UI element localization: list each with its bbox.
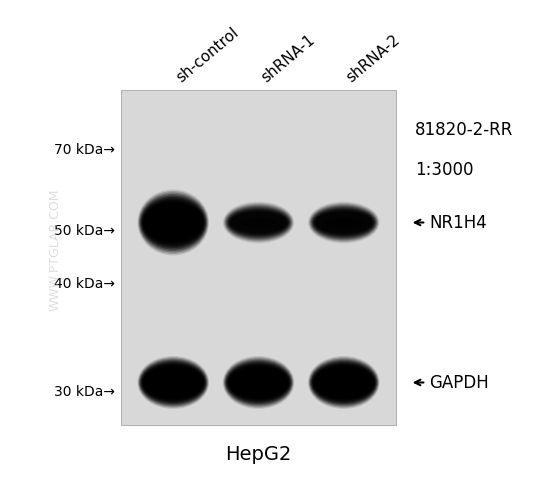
Text: shRNA-2: shRNA-2 — [344, 32, 403, 85]
Ellipse shape — [154, 215, 192, 230]
Ellipse shape — [143, 366, 204, 400]
Ellipse shape — [141, 197, 206, 248]
Ellipse shape — [139, 358, 208, 406]
Ellipse shape — [314, 367, 373, 398]
Ellipse shape — [312, 208, 375, 238]
Text: 70 kDa→: 70 kDa→ — [54, 144, 116, 158]
Ellipse shape — [311, 206, 376, 238]
Ellipse shape — [309, 202, 379, 242]
Ellipse shape — [229, 210, 288, 235]
Ellipse shape — [154, 376, 192, 388]
Ellipse shape — [138, 358, 208, 408]
Ellipse shape — [316, 212, 372, 233]
Ellipse shape — [324, 376, 363, 388]
Ellipse shape — [313, 364, 375, 400]
Ellipse shape — [138, 356, 209, 409]
Ellipse shape — [227, 364, 290, 402]
Text: 40 kDa→: 40 kDa→ — [54, 278, 116, 291]
Ellipse shape — [230, 212, 287, 233]
Ellipse shape — [226, 362, 291, 403]
Text: HepG2: HepG2 — [226, 446, 292, 464]
Text: 1:3000: 1:3000 — [415, 161, 474, 179]
Text: 81820-2-RR: 81820-2-RR — [415, 121, 514, 139]
Ellipse shape — [226, 361, 292, 404]
Ellipse shape — [144, 203, 203, 242]
Ellipse shape — [140, 194, 207, 251]
Ellipse shape — [311, 206, 377, 240]
Ellipse shape — [314, 210, 373, 235]
Ellipse shape — [309, 358, 379, 408]
Ellipse shape — [224, 358, 293, 406]
Text: 50 kDa→: 50 kDa→ — [54, 224, 116, 237]
Ellipse shape — [226, 206, 291, 238]
Ellipse shape — [144, 204, 202, 240]
Ellipse shape — [142, 364, 205, 402]
Ellipse shape — [145, 206, 201, 239]
Text: sh-control: sh-control — [173, 24, 241, 85]
Ellipse shape — [230, 370, 287, 396]
Ellipse shape — [139, 192, 208, 252]
Ellipse shape — [138, 191, 208, 254]
Ellipse shape — [223, 356, 294, 409]
Ellipse shape — [138, 190, 209, 256]
Ellipse shape — [225, 360, 292, 406]
Ellipse shape — [223, 202, 294, 243]
Ellipse shape — [309, 204, 378, 242]
Ellipse shape — [228, 208, 289, 237]
Ellipse shape — [143, 202, 204, 243]
Ellipse shape — [142, 364, 204, 400]
Ellipse shape — [140, 361, 206, 404]
Ellipse shape — [225, 204, 292, 240]
Ellipse shape — [145, 370, 201, 396]
Ellipse shape — [230, 368, 287, 397]
Ellipse shape — [226, 206, 292, 240]
Ellipse shape — [311, 362, 376, 403]
Ellipse shape — [144, 367, 203, 398]
Ellipse shape — [239, 218, 278, 227]
Ellipse shape — [228, 366, 289, 400]
Ellipse shape — [229, 367, 288, 398]
Text: shRNA-1: shRNA-1 — [258, 32, 318, 85]
Ellipse shape — [140, 360, 207, 406]
FancyBboxPatch shape — [121, 90, 396, 425]
Ellipse shape — [140, 196, 206, 250]
Ellipse shape — [223, 202, 294, 242]
Ellipse shape — [314, 366, 374, 400]
Ellipse shape — [224, 204, 293, 242]
Ellipse shape — [315, 368, 373, 397]
Ellipse shape — [312, 364, 375, 402]
Ellipse shape — [228, 209, 289, 236]
Ellipse shape — [144, 368, 202, 397]
Ellipse shape — [142, 198, 205, 246]
Text: NR1H4: NR1H4 — [429, 214, 487, 232]
Text: WWW.PTGLAB.COM: WWW.PTGLAB.COM — [48, 188, 62, 311]
Ellipse shape — [324, 218, 363, 227]
Ellipse shape — [142, 200, 204, 245]
Ellipse shape — [310, 204, 377, 240]
Ellipse shape — [313, 208, 375, 237]
Ellipse shape — [316, 370, 372, 396]
Ellipse shape — [308, 202, 380, 243]
Ellipse shape — [223, 358, 294, 408]
Ellipse shape — [239, 376, 278, 388]
Ellipse shape — [141, 362, 206, 403]
Ellipse shape — [308, 356, 380, 409]
Ellipse shape — [310, 360, 377, 406]
Ellipse shape — [230, 211, 287, 234]
Ellipse shape — [314, 209, 374, 236]
Ellipse shape — [315, 211, 373, 234]
Text: 30 kDa→: 30 kDa→ — [54, 384, 116, 398]
Ellipse shape — [228, 364, 289, 400]
Ellipse shape — [311, 361, 377, 404]
Ellipse shape — [309, 358, 378, 406]
Ellipse shape — [227, 208, 290, 238]
Text: GAPDH: GAPDH — [429, 374, 489, 392]
